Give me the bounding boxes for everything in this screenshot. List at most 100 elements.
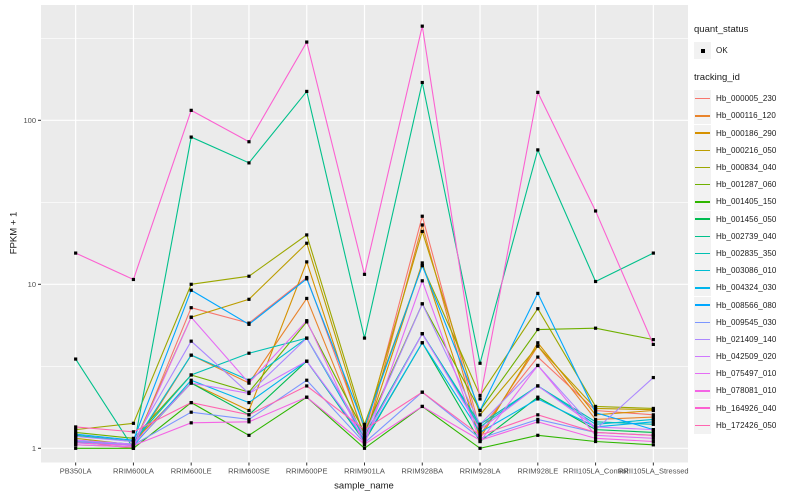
legend-item-Hb_078081_010: Hb_078081_010 [694,382,798,400]
data-point [362,436,367,440]
data-point [651,406,655,411]
legend-line-swatch [695,355,710,358]
data-point [74,443,78,447]
data-point [478,436,482,440]
data-point [420,390,424,394]
legend-item-Hb_001456_050: Hb_001456_050 [694,210,798,228]
data-point [420,341,424,345]
legend-item-Hb_042509_020: Hb_042509_020 [694,348,798,366]
legend-label: Hb_001287_060 [716,180,777,190]
data-point [247,408,251,413]
legend-label: Hb_009545_030 [716,317,777,327]
legend-line-swatch [695,287,710,289]
legend-key-box [694,210,711,228]
legend-line-swatch [695,149,710,152]
data-point [189,135,193,139]
data-point [131,439,136,444]
y-tick-label: 10 [28,280,36,289]
legend-key-box [694,313,711,331]
data-point [362,446,367,450]
tracking-id-legend-list: Hb_000005_230 Hb_000116_120 Hb_000186_290 H… [694,90,798,434]
legend-key-box [694,244,711,262]
data-point [536,420,540,424]
data-point [189,421,193,425]
legend-label: Hb_042509_020 [716,352,777,362]
legend-item-Hb_002739_040: Hb_002739_040 [694,227,798,245]
legend-line-swatch [695,373,710,375]
data-point [189,410,193,414]
data-point [420,24,424,28]
data-point [593,428,598,432]
legend-key-box [694,193,711,211]
data-point [651,417,655,422]
data-point [189,288,193,292]
data-point [305,241,309,245]
data-point [593,422,598,426]
legend-line-swatch [695,390,710,392]
legend-label: Hb_008566_080 [716,300,777,310]
data-point [362,442,367,446]
data-point [189,378,193,382]
legend-label-ok: OK [716,46,728,56]
data-point [189,339,193,343]
legend-item-Hb_164926_040: Hb_164926_040 [694,399,798,417]
legend-key-box [694,279,711,297]
data-point [593,326,598,330]
data-point [247,400,251,405]
legend-key-box [694,141,711,159]
legend-key-box [694,42,711,60]
legend-item-Hb_000834_040: Hb_000834_040 [694,159,798,177]
data-point [478,446,482,450]
legend-title-quant-status: quant_status [694,24,749,35]
legend-line-swatch [695,304,710,306]
legend-line-swatch [695,218,710,220]
data-point [478,413,482,417]
x-tick-label: RRIM928BA [401,467,443,476]
y-tick-label: 1 [32,444,36,453]
data-point [536,433,540,437]
data-point [478,393,482,398]
data-point [536,355,540,359]
data-point [189,282,193,286]
legend-label: Hb_172426_050 [716,420,777,430]
legend-line-swatch [695,424,710,427]
x-tick-label: RRIM928LA [460,467,501,476]
data-point [247,140,251,144]
data-point [189,373,193,377]
legend-key-box [694,296,711,314]
data-point [131,277,136,282]
data-point [651,338,655,342]
data-point [305,277,309,281]
data-point [362,430,367,435]
data-point [247,161,251,165]
data-point [478,438,482,442]
data-point [131,443,136,448]
data-point [247,417,251,422]
data-point [536,327,540,332]
data-point [593,425,598,429]
x-tick-label: RRIM600SE [228,467,270,476]
data-point [305,260,309,264]
data-point [362,438,367,442]
data-point [536,384,540,388]
data-point [420,223,424,227]
data-point [305,89,309,94]
data-point [305,296,309,301]
legend-key-box [694,176,711,194]
legend-item-Hb_003086_010: Hb_003086_010 [694,262,798,280]
data-point [247,322,251,326]
data-point [651,433,655,437]
data-point [536,397,540,401]
data-point [247,413,251,417]
legend-label: Hb_001405_150 [716,197,777,207]
legend-line-swatch [695,132,710,134]
data-point [536,363,540,368]
data-point [189,400,193,405]
data-point [536,344,540,348]
data-point [420,404,424,409]
x-tick-label: RRIM928LE [517,467,558,476]
legend-line-swatch [695,235,710,237]
data-point [593,420,598,424]
legend-label: Hb_164926_040 [716,403,777,413]
